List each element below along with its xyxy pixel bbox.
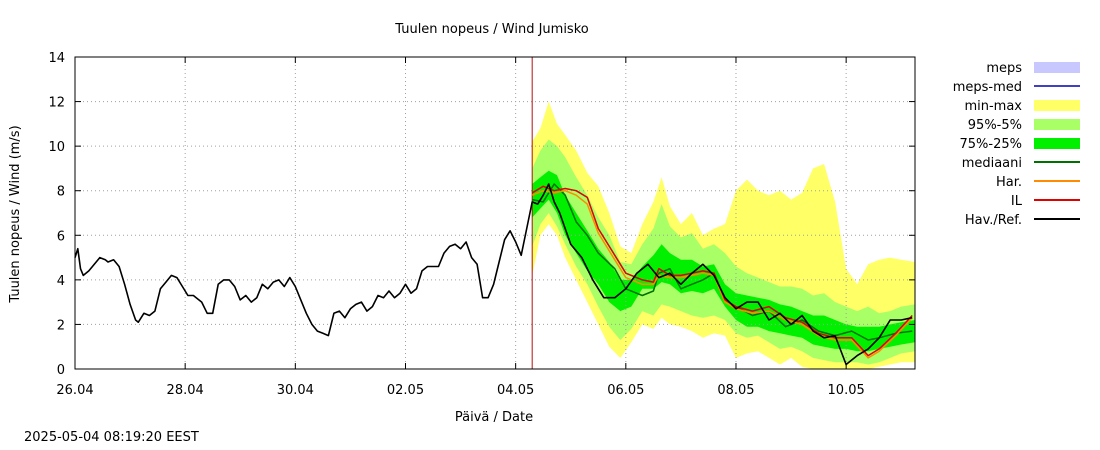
x-tick-label: 10.05 (828, 383, 865, 398)
y-tick-label: 12 (48, 96, 65, 111)
series-line-har (531, 189, 913, 359)
x-tick-label: 06.05 (607, 383, 644, 398)
legend-label-hav-ref: Hav./Ref. (965, 213, 1022, 228)
legend-label-meps-med: meps-med (953, 80, 1022, 95)
series-line-mediaani (532, 183, 913, 341)
legend-swatch-meps (1034, 62, 1080, 73)
y-tick-label: 10 (48, 140, 65, 155)
legend-label-95-5: 95%-5% (968, 118, 1022, 133)
band-75-25- (532, 170, 915, 352)
plot-area: 0 2 4 6 8 10 12 14 26.04 28.04 30.04 02.05 04.05 06.0… (48, 51, 916, 398)
y-tick-label: 4 (57, 274, 65, 289)
x-axis-label: Päivä / Date (455, 410, 533, 425)
x-tick-label: 30.04 (277, 383, 314, 398)
y-tick-label: 2 (57, 318, 65, 333)
plot-frame (74, 56, 916, 370)
x-tick-label: 28.04 (167, 383, 204, 398)
legend: meps meps-med min-max 95%-5% 75%-25% mediaani… (953, 61, 1080, 228)
y-tick-label: 8 (57, 185, 65, 200)
x-tick-label: 26.04 (56, 383, 93, 398)
y-tick-label: 0 (57, 363, 65, 378)
legend-label-min-max: min-max (964, 99, 1022, 114)
legend-swatch-min-max (1034, 100, 1080, 111)
legend-label-il: IL (1011, 194, 1023, 209)
timestamp: 2025-05-04 08:19:20 EEST (24, 430, 199, 445)
legend-label-75-25: 75%-25% (960, 137, 1022, 152)
chart-title: Tuulen nopeus / Wind Jumisko (394, 22, 589, 37)
legend-label-mediaani: mediaani (962, 156, 1022, 171)
legend-label-meps: meps (986, 61, 1022, 76)
y-tick-label: 14 (48, 51, 65, 66)
x-tick-label: 08.05 (717, 383, 754, 398)
series-line-hav-ref (74, 183, 913, 366)
y-tick-label: 6 (57, 229, 65, 244)
series-line-il (531, 185, 913, 357)
band-95-5- (532, 139, 915, 365)
legend-swatch-75-25 (1034, 138, 1080, 149)
y-axis-label: Tuulen nopeus / Wind (m/s) (8, 125, 23, 303)
legend-swatch-95-5 (1034, 119, 1080, 130)
x-tick-label: 04.05 (497, 383, 534, 398)
legend-label-har: Har. (996, 175, 1022, 190)
x-tick-label: 02.05 (387, 383, 424, 398)
